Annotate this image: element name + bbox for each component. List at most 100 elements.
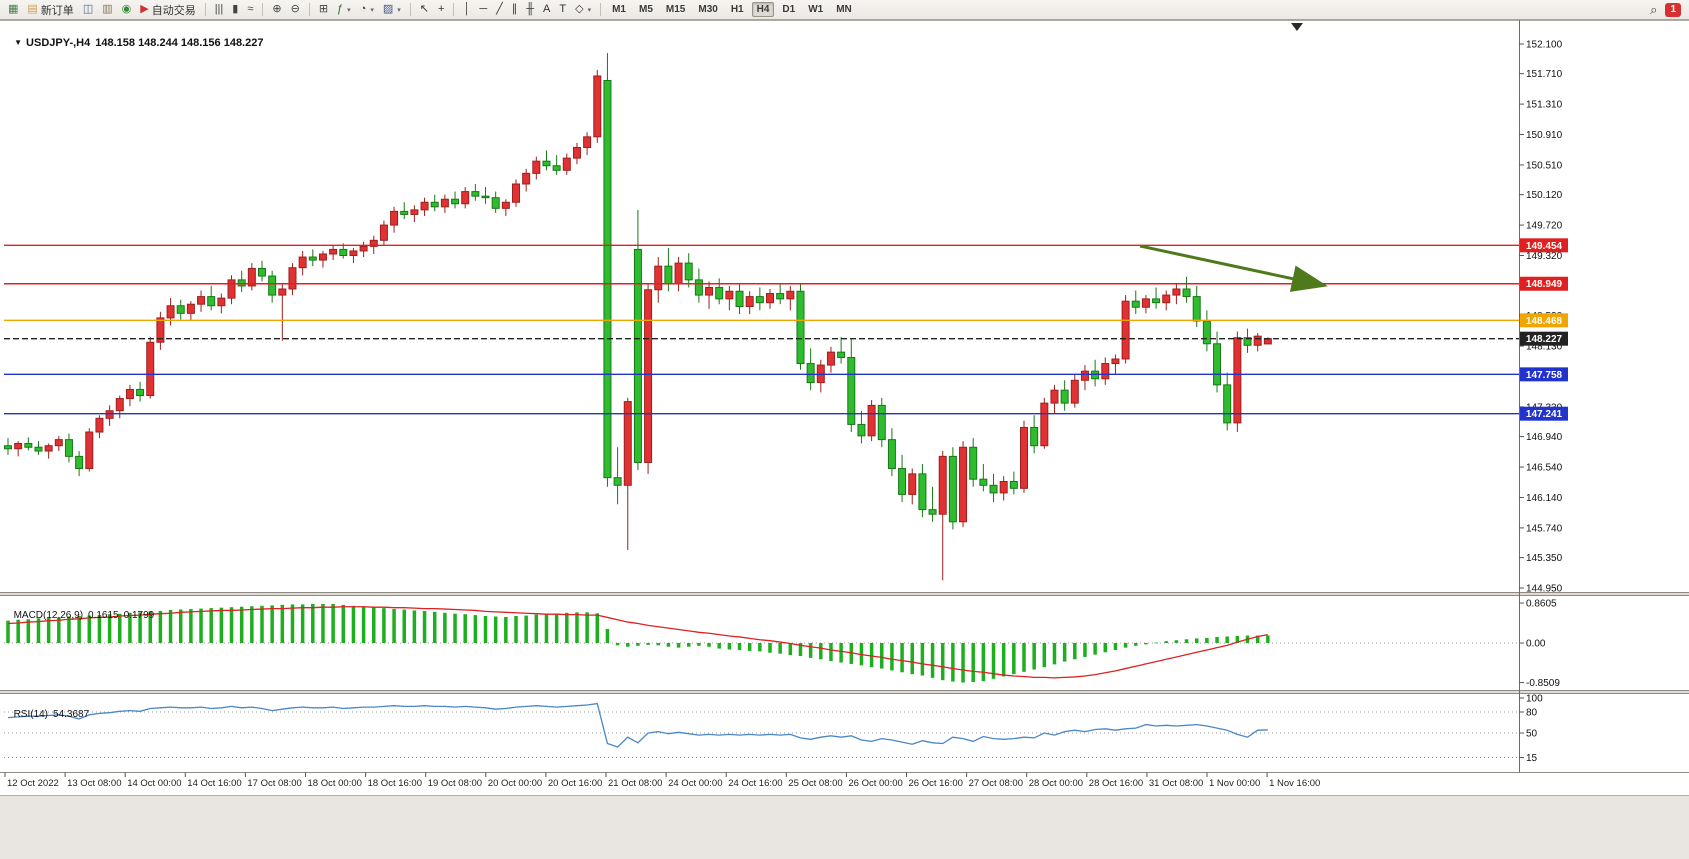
templates-dropdown-icon: ▾	[397, 6, 401, 14]
candle	[532, 156, 541, 180]
candle	[64, 433, 73, 463]
autotrading-button[interactable]: ▶ 自动交易	[136, 0, 199, 19]
indicators-list-button[interactable]: ƒ ▾	[333, 0, 355, 19]
macd-bar	[605, 629, 610, 643]
candle	[1060, 380, 1069, 411]
candle	[410, 205, 419, 223]
timeframe-m30-button[interactable]: M30	[698, 4, 718, 15]
trend-arrow-annotation[interactable]	[1139, 244, 1328, 292]
candle	[125, 384, 134, 407]
candle	[1172, 282, 1181, 305]
navigator-button[interactable]: ◉	[118, 0, 136, 19]
shapes-button[interactable]: ◇ ▾	[571, 0, 595, 19]
tile-windows-button[interactable]: ⊞	[315, 0, 332, 19]
macd-bar	[270, 605, 274, 643]
equidistant-channel-button[interactable]: ∥	[508, 0, 522, 19]
macd-bar	[768, 643, 772, 653]
macd-bar	[138, 612, 142, 643]
macd-bar	[575, 612, 579, 643]
notification-badge[interactable]: 1	[1665, 2, 1681, 17]
candle	[512, 179, 520, 207]
timeframe-m5-button[interactable]: M5	[639, 4, 653, 15]
candle	[359, 241, 368, 258]
chart-shift-marker[interactable]	[1291, 23, 1303, 31]
candle	[34, 441, 43, 455]
timeframe-h4-button[interactable]: H4	[751, 2, 775, 17]
line-chart-mode-button[interactable]: ≈	[243, 0, 257, 19]
trendline-button[interactable]: ╱	[492, 0, 507, 19]
toolbar-separator	[204, 3, 206, 16]
candle	[4, 438, 12, 455]
candle	[999, 476, 1008, 501]
zoom-out-button[interactable]: ⊖	[287, 0, 304, 19]
horizontal-line-button[interactable]: ─	[475, 0, 491, 19]
macd-bar	[890, 643, 894, 671]
timeframe-m1-button[interactable]: M1	[612, 4, 626, 15]
macd-bar	[1154, 642, 1158, 644]
macd-bar	[1123, 643, 1128, 648]
fibonacci-retracement-button[interactable]: ╫	[522, 0, 538, 19]
candle	[197, 290, 206, 312]
timeframe-m15-button[interactable]: M15	[665, 4, 686, 15]
macd-bar	[971, 643, 975, 683]
crosshair-button[interactable]: +	[434, 0, 448, 19]
timeframe-w1-button[interactable]: W1	[808, 4, 824, 15]
new-order-button[interactable]: ▤ 新订单	[23, 0, 77, 19]
text-label-button[interactable]: T	[555, 0, 570, 19]
candle	[887, 428, 896, 477]
candle	[705, 281, 714, 309]
candle	[654, 257, 663, 303]
candles-layer	[4, 53, 1272, 581]
candle	[979, 463, 988, 492]
data-window-button[interactable]: ▥	[98, 0, 116, 19]
candle	[156, 311, 165, 350]
timeframe-mn-button[interactable]: MN	[836, 4, 852, 15]
search-icon[interactable]: ⌕	[1650, 1, 1658, 17]
candle	[928, 486, 937, 522]
macd-bar	[16, 619, 20, 643]
periods-list-icon: ◔	[359, 3, 367, 15]
zoom-in-button[interactable]: ⊕	[268, 0, 285, 19]
candlestick-mode-button[interactable]: ▮	[228, 0, 242, 19]
timeframe-h1-button[interactable]: H1	[730, 4, 744, 15]
macd-bar	[788, 643, 793, 656]
bar-chart-mode-button[interactable]: |||	[211, 0, 228, 19]
candle	[644, 283, 653, 474]
toolbar-right-group: ⌕ 1	[1650, 2, 1685, 18]
charts-window-button[interactable]: ◫	[79, 0, 97, 19]
new-chart-button[interactable]: ▦	[4, 0, 22, 19]
price-tag-label: 149.454	[1526, 241, 1563, 252]
rsi-axis-label: 100	[1526, 694, 1543, 705]
navigator-icon: ◉	[121, 3, 132, 15]
candle	[207, 285, 216, 311]
templates-icon: ▨	[382, 3, 394, 15]
macd-bar	[453, 613, 457, 643]
macd-bar	[1255, 635, 1260, 643]
candle	[75, 451, 84, 477]
candle	[329, 244, 338, 261]
candle	[24, 437, 33, 451]
candle	[1131, 290, 1140, 315]
date-axis-label: 20 Oct 16:00	[548, 778, 602, 789]
candle	[54, 435, 63, 452]
rsi-axis-label: 15	[1526, 753, 1538, 764]
macd-bar	[351, 605, 356, 643]
price-axis-label: 146.940	[1526, 432, 1563, 443]
timeframe-d1-button[interactable]: D1	[782, 4, 796, 15]
periods-list-button[interactable]: ◔ ▾	[356, 0, 378, 19]
resistance-line-1-tag	[1520, 238, 1568, 253]
macd-bar	[6, 620, 10, 643]
candle	[186, 301, 195, 321]
macd-bar	[239, 606, 244, 643]
macd-bar	[534, 614, 539, 643]
cursor-button[interactable]: ↖	[416, 0, 433, 19]
toolbar-separator	[600, 3, 602, 16]
macd-bar	[727, 643, 732, 650]
text-button[interactable]: A	[539, 0, 554, 19]
candle	[918, 463, 927, 518]
macd-bar	[1164, 641, 1168, 643]
templates-button[interactable]: ▨ ▾	[379, 0, 405, 19]
candle	[349, 247, 358, 264]
vertical-line-button[interactable]: │	[459, 0, 474, 19]
